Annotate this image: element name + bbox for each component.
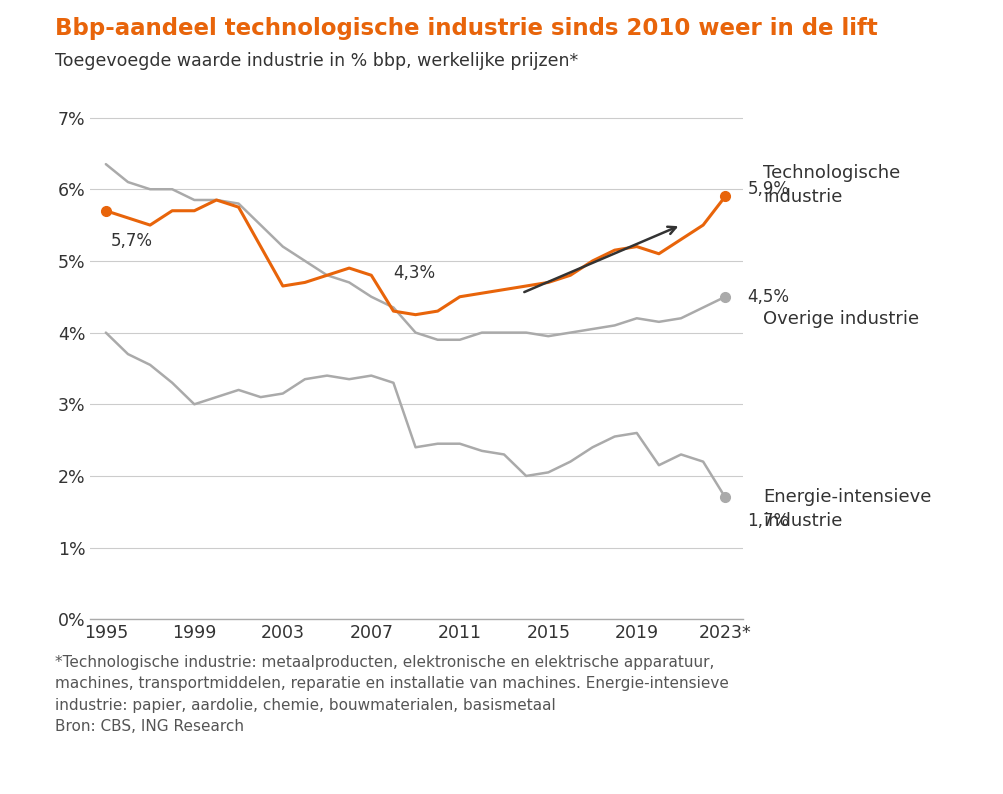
Text: machines, transportmiddelen, reparatie en installatie van machines. Energie-inte: machines, transportmiddelen, reparatie e…: [55, 676, 728, 692]
Text: Energie-intensieve
industrie: Energie-intensieve industrie: [762, 488, 931, 530]
Text: 4,5%: 4,5%: [746, 287, 788, 306]
Text: 4,3%: 4,3%: [393, 264, 435, 283]
Text: Technologische
industrie: Technologische industrie: [762, 164, 900, 206]
Text: 5,7%: 5,7%: [110, 233, 152, 250]
Text: Toegevoegde waarde industrie in % bbp, werkelijke prijzen*: Toegevoegde waarde industrie in % bbp, w…: [55, 52, 578, 70]
Text: 5,9%: 5,9%: [746, 180, 788, 198]
Text: Bron: CBS, ING Research: Bron: CBS, ING Research: [55, 719, 244, 734]
Text: 1,7%: 1,7%: [746, 512, 788, 530]
Text: industrie: papier, aardolie, chemie, bouwmaterialen, basismetaal: industrie: papier, aardolie, chemie, bou…: [55, 698, 556, 713]
Text: *Technologische industrie: metaalproducten, elektronische en elektrische apparat: *Technologische industrie: metaalproduct…: [55, 655, 714, 670]
Text: Bbp-aandeel technologische industrie sinds 2010 weer in de lift: Bbp-aandeel technologische industrie sin…: [55, 17, 877, 40]
Text: Overige industrie: Overige industrie: [762, 310, 919, 328]
